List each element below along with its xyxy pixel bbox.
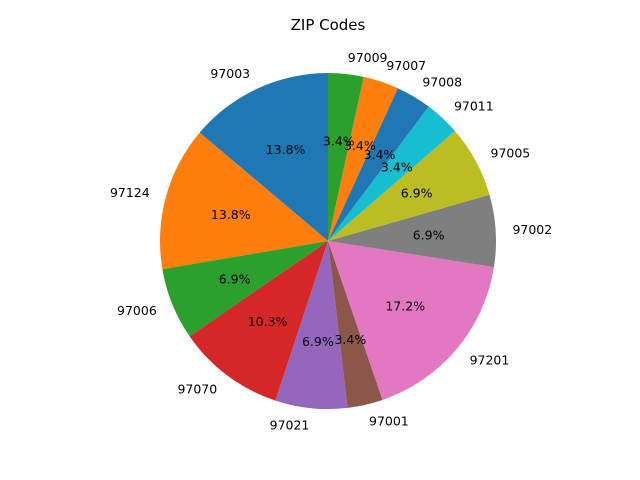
category-label-97201: 97201 [470,352,510,367]
percent-label-97070: 10.3% [248,314,288,329]
pie-slice-97006 [162,241,328,337]
pie-slice-97003 [199,73,328,241]
category-label-97002: 97002 [512,222,552,237]
category-label-97011: 97011 [454,98,494,113]
pie-slice-97001 [328,241,383,408]
pie-slice-97009 [328,73,364,241]
percent-label-97124: 13.8% [211,207,251,222]
percent-label-97003: 13.8% [266,142,306,157]
pie-slices [160,73,496,410]
pie-slice-97008 [328,88,429,241]
category-labels: 97003 97124 97006 97070 97021 97001 97201 97002… [110,50,552,433]
category-label-97008: 97008 [422,75,462,90]
category-label-97009: 97009 [348,50,388,65]
category-label-97001: 97001 [369,414,409,429]
percent-label-97006: 6.9% [219,271,251,286]
pie-slice-97124 [160,132,328,270]
category-label-97005: 97005 [491,146,531,161]
percent-label-97201: 17.2% [385,298,425,313]
category-label-97070: 97070 [177,381,217,396]
pie-slice-97021 [275,241,348,410]
pie-slice-97005 [328,131,490,241]
percent-label-97002: 6.9% [413,227,445,242]
pie-slice-97011 [328,106,455,242]
percent-label-97008: 3.4% [364,147,396,162]
pie-slice-97201 [328,241,494,400]
percent-label-97001: 3.4% [334,332,366,347]
category-label-97007: 97007 [386,58,426,73]
category-label-97124: 97124 [110,185,150,200]
percent-label-97009: 3.4% [323,133,355,148]
percent-label-97005: 6.9% [401,186,433,201]
category-label-97006: 97006 [117,303,157,318]
category-label-97003: 97003 [210,66,250,81]
category-label-97021: 97021 [270,417,310,432]
pie-slice-97007 [328,76,398,241]
percent-label-97021: 6.9% [302,334,334,349]
percent-label-97011: 3.4% [381,160,413,175]
pie-slice-97002 [328,194,496,268]
pie-slice-97070 [189,241,328,401]
percent-label-97007: 3.4% [344,138,376,153]
percent-labels: 13.8%13.8%6.9%10.3%6.9% 3.4%17.2%6.9%6.9%… [211,133,445,349]
chart-title: ZIP Codes [291,16,366,34]
